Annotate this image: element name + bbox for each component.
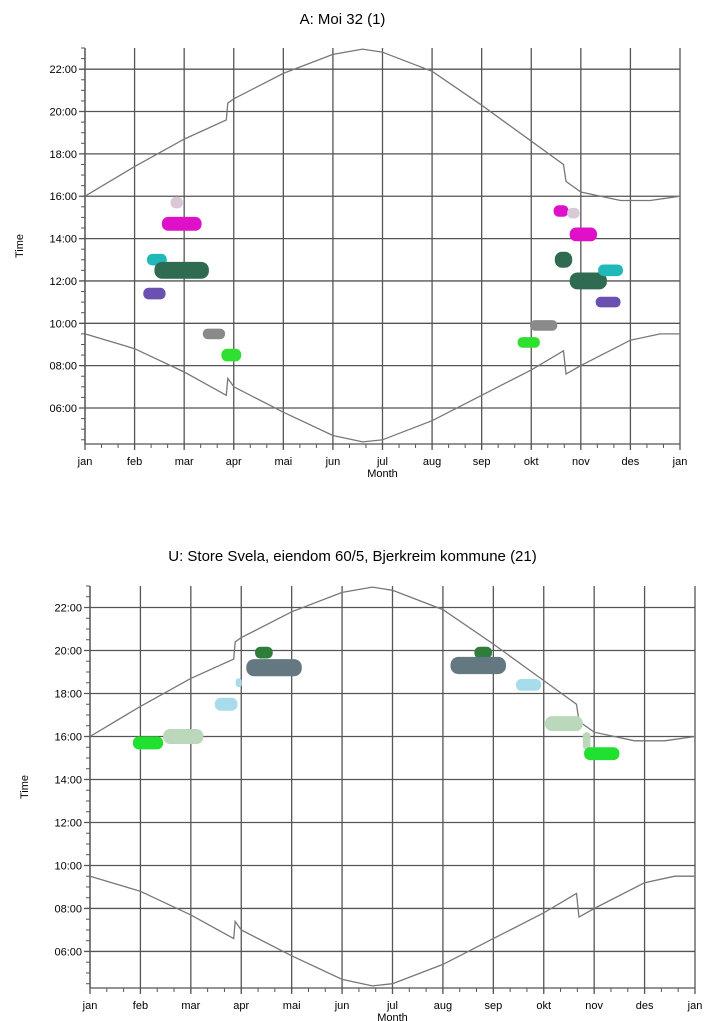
x-tick-label: feb bbox=[127, 456, 142, 468]
sunset-line bbox=[84, 48, 681, 202]
event-marker bbox=[246, 659, 302, 677]
x-axis-label: Month bbox=[377, 1012, 408, 1021]
y-tick-label: 12:00 bbox=[54, 817, 82, 829]
chart-title: A: Moi 32 (1) bbox=[300, 11, 386, 28]
y-tick-label: 20:00 bbox=[54, 645, 82, 657]
event-marker bbox=[595, 296, 621, 308]
chart-title: U: Store Svela, eiendom 60/5, Bjerkreim … bbox=[168, 548, 537, 565]
event-marker bbox=[569, 272, 607, 290]
y-tick-label: 18:00 bbox=[49, 149, 77, 161]
y-tick-label: 14:00 bbox=[54, 774, 82, 786]
event-marker bbox=[545, 716, 583, 732]
y-tick-label: 08:00 bbox=[49, 361, 77, 373]
x-tick-label: feb bbox=[133, 1000, 148, 1012]
event-marker bbox=[553, 205, 569, 217]
y-tick-label: 20:00 bbox=[49, 107, 77, 119]
event-marker bbox=[170, 196, 183, 209]
x-tick-label: mar bbox=[175, 456, 194, 468]
y-axis-label: Time bbox=[19, 775, 31, 799]
event-marker bbox=[598, 264, 623, 277]
x-tick-label: apr bbox=[233, 1000, 249, 1012]
x-tick-label: nov bbox=[572, 456, 590, 468]
x-tick-label: jun bbox=[325, 456, 341, 468]
x-tick-label: des bbox=[636, 1000, 654, 1012]
x-tick-label: nov bbox=[585, 1000, 603, 1012]
x-tick-label: des bbox=[622, 456, 640, 468]
sunset-line bbox=[89, 586, 696, 742]
x-tick-label: jul bbox=[376, 456, 388, 468]
event-marker bbox=[569, 227, 597, 242]
y-tick-label: 06:00 bbox=[54, 946, 82, 958]
y-tick-label: 14:00 bbox=[49, 234, 77, 246]
x-tick-label: sep bbox=[473, 456, 491, 468]
event-marker bbox=[530, 320, 558, 331]
chart-u: U: Store Svela, eiendom 60/5, Bjerkreim … bbox=[19, 548, 703, 1021]
event-marker bbox=[517, 337, 540, 348]
y-tick-label: 16:00 bbox=[49, 191, 77, 203]
y-tick-label: 18:00 bbox=[54, 688, 82, 700]
x-tick-label: jan bbox=[672, 456, 688, 468]
event-marker bbox=[143, 287, 166, 300]
y-tick-label: 10:00 bbox=[49, 318, 77, 330]
x-tick-label: jan bbox=[82, 1000, 98, 1012]
event-marker bbox=[474, 646, 492, 659]
event-marker bbox=[221, 348, 242, 362]
event-marker bbox=[235, 678, 242, 687]
event-marker bbox=[584, 747, 620, 761]
event-marker bbox=[567, 207, 580, 219]
x-tick-label: okt bbox=[524, 456, 539, 468]
event-marker bbox=[582, 732, 591, 750]
x-tick-label: jan bbox=[687, 1000, 703, 1012]
x-tick-label: apr bbox=[226, 456, 242, 468]
chart-a: A: Moi 32 (1) 06:00 08:00 10:00 12:00 14:00 16… bbox=[14, 11, 688, 480]
sunrise-line bbox=[89, 875, 695, 987]
x-tick-label: jul bbox=[386, 1000, 398, 1012]
event-marker bbox=[255, 646, 273, 659]
x-tick-label: jun bbox=[334, 1000, 350, 1012]
x-tick-label: okt bbox=[536, 1000, 551, 1012]
x-tick-label: mar bbox=[181, 1000, 200, 1012]
y-tick-label: 16:00 bbox=[54, 731, 82, 743]
x-tick-label: mai bbox=[283, 1000, 301, 1012]
event-marker bbox=[214, 697, 238, 711]
y-tick-label: 12:00 bbox=[49, 276, 77, 288]
event-marker bbox=[154, 261, 209, 279]
event-marker bbox=[516, 679, 542, 691]
y-tick-label: 10:00 bbox=[54, 860, 82, 872]
x-tick-label: aug bbox=[423, 456, 441, 468]
event-marker bbox=[202, 328, 226, 340]
y-tick-label: 06:00 bbox=[49, 403, 77, 415]
x-tick-label: sep bbox=[484, 1000, 502, 1012]
event-marker bbox=[450, 656, 506, 675]
event-marker bbox=[163, 729, 204, 744]
event-marker bbox=[554, 251, 573, 268]
x-tick-label: mai bbox=[274, 456, 292, 468]
y-tick-label: 22:00 bbox=[49, 64, 77, 76]
x-tick-label: aug bbox=[434, 1000, 452, 1012]
x-axis-label: Month bbox=[367, 468, 398, 480]
x-tick-label: jan bbox=[77, 456, 93, 468]
y-axis-label: Time bbox=[14, 234, 26, 258]
sunrise-line bbox=[84, 333, 680, 443]
y-tick-label: 08:00 bbox=[54, 903, 82, 915]
y-tick-label: 22:00 bbox=[54, 602, 82, 614]
event-marker bbox=[132, 736, 164, 750]
event-marker bbox=[161, 216, 202, 231]
